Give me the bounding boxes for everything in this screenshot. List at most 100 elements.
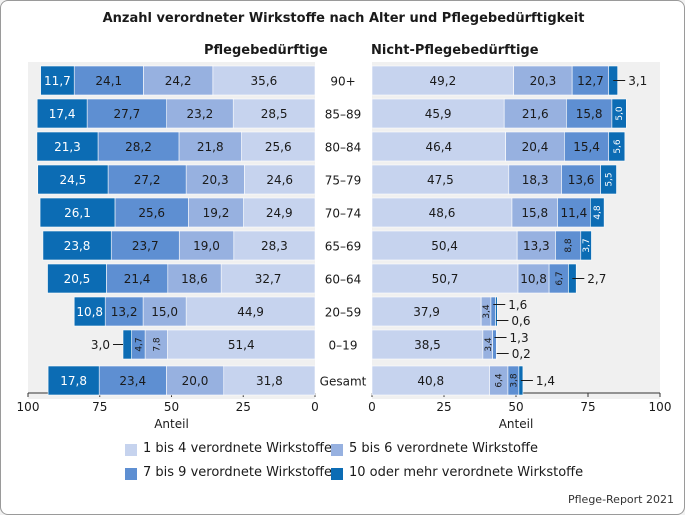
left-data-label: 35,6: [251, 74, 278, 88]
left-bar-segment: [241, 131, 316, 162]
left-data-label: 21,8: [197, 140, 224, 154]
category-label: 90+: [330, 75, 355, 89]
right-data-label: 11,4: [561, 206, 588, 220]
legend-label-10plus: 10 oder mehr verordnete Wirkstoffe: [349, 465, 584, 480]
left-x-tick-label: 75: [92, 400, 107, 414]
left-bar-segment: [188, 197, 244, 228]
left-data-label: 27,7: [114, 107, 141, 121]
left-panel-title: Pflegebedürftige: [204, 43, 328, 58]
left-data-label: 20,0: [182, 374, 209, 388]
left-data-label: 13,2: [111, 305, 138, 319]
left-data-label: 31,8: [256, 374, 283, 388]
right-data-label-rotated: 5,5: [605, 172, 615, 186]
right-x-axis-label: Anteil: [499, 417, 534, 431]
right-bar-segment: [608, 131, 626, 162]
legend-swatch-5-6: [331, 444, 343, 456]
left-bar-segment: [106, 263, 169, 294]
right-bar-segment: [371, 164, 510, 195]
left-bar-segment: [122, 329, 132, 360]
legend-swatch-10plus: [331, 468, 343, 480]
left-bar-segment: [42, 230, 112, 261]
left-data-label: 15,0: [151, 305, 178, 319]
left-x-tick-label: 50: [164, 400, 179, 414]
category-label: 75–79: [325, 174, 362, 188]
legend-swatch-7-9: [125, 468, 137, 480]
right-data-label-rotated: 3,4: [484, 337, 494, 352]
left-data-label: 28,5: [261, 107, 288, 121]
left-bar-segment: [47, 263, 107, 294]
left-data-label: 20,3: [202, 173, 229, 187]
right-data-label-rotated: 8,8: [564, 238, 574, 253]
left-data-label-rotated: 4,7: [134, 337, 144, 351]
right-bar-segment: [611, 98, 627, 129]
left-bar-segment: [86, 98, 167, 129]
category-label: 85–89: [325, 108, 362, 122]
right-data-label: 50,7: [432, 272, 459, 286]
right-data-label: 45,9: [425, 107, 452, 121]
right-bar-segment: [371, 131, 506, 162]
left-bar-segment: [244, 164, 316, 195]
right-bar-segment: [496, 329, 498, 360]
category-label: Gesamt: [320, 375, 367, 389]
right-data-label-rotated: 4,8: [593, 205, 603, 220]
legend-swatch-1-4: [125, 444, 137, 456]
left-bar-segment: [37, 164, 109, 195]
left-bar-segment: [178, 131, 242, 162]
category-label: 65–69: [325, 240, 362, 254]
right-data-label: 13,3: [523, 239, 550, 253]
left-data-label: 21,4: [124, 272, 151, 286]
right-data-label: 21,6: [522, 107, 549, 121]
right-bar-segment: [371, 263, 519, 294]
right-callout-label: 0,6: [511, 314, 530, 328]
right-bar-segment: [517, 263, 550, 294]
right-data-label: 12,7: [577, 74, 604, 88]
right-panel-title: Nicht-Pflegebedürftige: [371, 43, 539, 58]
left-bar-segment: [114, 197, 189, 228]
right-callout-label: 0,2: [512, 347, 531, 361]
left-bar-segment: [110, 230, 180, 261]
right-data-label: 50,4: [431, 239, 458, 253]
right-callout-label: 3,1: [628, 74, 647, 88]
left-callout-label: 3,0: [91, 338, 110, 352]
left-data-label: 17,4: [49, 107, 76, 121]
left-data-label: 51,4: [228, 338, 255, 352]
left-bar-segment: [97, 131, 180, 162]
right-callout-label: 1,4: [536, 374, 555, 388]
left-data-label: 26,1: [64, 206, 91, 220]
legend-label-5-6: 5 bis 6 verordnete Wirkstoffe: [349, 441, 538, 456]
right-bar-segment: [511, 197, 558, 228]
right-data-label-rotated: 3,7: [582, 238, 592, 252]
right-data-label: 20,4: [522, 140, 549, 154]
category-label: 60–64: [325, 273, 362, 287]
right-bar-segment: [371, 365, 490, 396]
left-bar-segment: [185, 296, 316, 327]
left-bar-segment: [232, 98, 316, 129]
left-data-label: 17,8: [60, 374, 87, 388]
right-data-label: 48,6: [429, 206, 456, 220]
right-bar-segment: [495, 296, 498, 327]
right-data-label: 13,6: [568, 173, 595, 187]
left-data-label: 24,1: [95, 74, 122, 88]
right-bar-segment: [600, 164, 617, 195]
category-label: 70–74: [325, 207, 362, 221]
chart-title: Anzahl verordneter Wirkstoffe nach Alter…: [102, 11, 585, 26]
left-data-label: 24,5: [60, 173, 87, 187]
right-data-label: 38,5: [414, 338, 441, 352]
left-bar-segment: [47, 365, 100, 396]
left-data-label: 10,8: [76, 305, 103, 319]
left-data-label: 24,9: [266, 206, 293, 220]
right-data-label-rotated: 5,6: [613, 139, 623, 154]
right-data-label: 37,9: [413, 305, 440, 319]
right-data-label: 15,4: [573, 140, 600, 154]
right-data-label-rotated: 3,4: [482, 304, 492, 319]
right-bar-segment: [555, 230, 582, 261]
left-x-tick-label: 100: [17, 400, 40, 414]
right-callout-label: 2,7: [587, 272, 606, 286]
right-data-label: 10,8: [520, 272, 547, 286]
right-x-tick-label: 75: [580, 400, 595, 414]
left-bar-segment: [142, 296, 187, 327]
left-bar-segment: [36, 98, 88, 129]
right-data-label-rotated: 6,4: [495, 373, 505, 388]
left-bar-segment: [167, 329, 316, 360]
category-label: 0–19: [329, 339, 358, 353]
